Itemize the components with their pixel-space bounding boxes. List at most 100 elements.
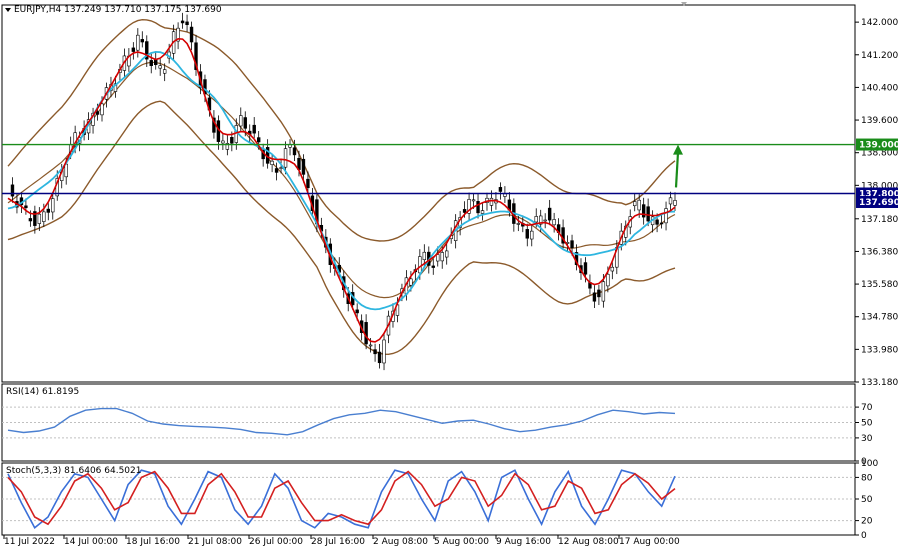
candle-body (525, 229, 529, 239)
stoch-axis-label: 80 (861, 473, 873, 483)
candle-body (10, 184, 15, 197)
price-axis-label: 135.580 (861, 280, 898, 290)
candle-body (95, 111, 100, 115)
stoch-signal-line (7, 470, 676, 526)
rsi-axis-label: 30 (861, 434, 873, 444)
candle-body (592, 292, 597, 302)
candle-body (33, 211, 37, 226)
candle-body (637, 199, 641, 211)
candle-body (547, 207, 552, 221)
candle-body (189, 26, 194, 43)
candle-body (431, 265, 435, 268)
candle-body (583, 262, 588, 275)
symbol-dropdown-icon[interactable] (5, 8, 11, 12)
rsi-title: RSI(14) 61.8195 (6, 387, 79, 397)
stochastic-pane[interactable] (1, 462, 856, 536)
candle-body (489, 197, 494, 206)
candle-body (668, 197, 673, 205)
candle-body (100, 103, 104, 116)
candle-body (539, 215, 543, 225)
bollinger-lower-band (7, 100, 676, 356)
candle-body (655, 219, 659, 225)
rsi-axis-label: 70 (861, 403, 873, 413)
rsi-axis-label: 50 (861, 419, 873, 429)
candle-body (440, 252, 444, 262)
time-axis-label: 28 Jul 16:00 (311, 537, 365, 547)
candle-body (498, 187, 503, 192)
candle-body (480, 210, 485, 214)
price-axis-label: 134.780 (861, 313, 898, 323)
candle-body (436, 254, 440, 262)
candle-body (28, 218, 33, 222)
candle-body (131, 47, 136, 52)
stoch-main-line (7, 469, 676, 530)
price-axis-label: 137.180 (861, 215, 898, 225)
forecast-arrow-shaft (674, 152, 680, 188)
candle-body (252, 124, 256, 134)
candle-body (606, 273, 610, 287)
candle-body (239, 115, 243, 127)
time-axis-label: 5 Aug 00:00 (434, 537, 489, 547)
rsi-pane[interactable] (1, 383, 856, 462)
price-axis-label: 141.200 (861, 51, 898, 61)
time-axis-label: 26 Jul 00:00 (249, 537, 303, 547)
candle-body (543, 219, 547, 222)
candle-body (659, 222, 664, 225)
price-axis-label: 138.000 (861, 181, 898, 191)
stoch-axis-label: 0 (861, 531, 867, 541)
price-axis-label: 133.980 (861, 345, 898, 355)
candle-body (194, 42, 198, 70)
bollinger-upper-band (7, 18, 676, 242)
candle-body (149, 60, 153, 66)
candle-body (530, 230, 534, 240)
candle-body (243, 117, 247, 129)
chart-title: EURJPY,H4 137.249 137.710 137.175 137.69… (14, 5, 222, 15)
time-axis-label: 12 Aug 08:00 (558, 537, 619, 547)
forecast-arrow-icon (673, 144, 683, 155)
candle-body (610, 266, 615, 272)
candle-body (409, 278, 413, 286)
candle-body (46, 208, 50, 213)
candle-body (230, 137, 234, 144)
candle-body (64, 163, 68, 178)
candle-body (641, 204, 646, 218)
moving-average-blue (7, 50, 676, 311)
candle-body (162, 69, 167, 74)
bollinger-middle-band (7, 61, 676, 299)
candle-body (51, 198, 55, 213)
candle-body (467, 199, 471, 214)
candle-body (145, 41, 149, 60)
level-price-tag (856, 138, 898, 151)
price-axis-label: 140.400 (861, 83, 898, 93)
stoch-axis-label: 50 (861, 495, 873, 505)
moving-average-red (7, 37, 676, 343)
price-axis-label: 138.800 (861, 149, 898, 159)
price-axis-label: 142.000 (861, 18, 898, 28)
time-axis-label: 18 Jul 16:00 (126, 537, 180, 547)
candle-body (471, 199, 476, 202)
time-axis-label: 9 Aug 16:00 (496, 537, 551, 547)
candle-body (570, 240, 574, 248)
time-axis-label: 17 Aug 00:00 (619, 537, 680, 547)
candle-body (113, 83, 118, 92)
candle-body (382, 339, 386, 364)
candle-body (377, 351, 382, 364)
candle-body (444, 250, 449, 258)
level-price-tag (856, 195, 898, 208)
price-axis-label: 133.180 (861, 378, 898, 388)
stoch-title: Stoch(5,3,3) 81.6406 64.5021 (6, 466, 141, 476)
time-axis-label: 2 Aug 08:00 (373, 537, 428, 547)
level-price-label: 139.000 (859, 141, 900, 151)
candle-body (534, 216, 538, 223)
candle-body (37, 213, 42, 224)
candle-body (136, 34, 140, 51)
candle-body (664, 208, 668, 224)
candle-body (422, 251, 427, 261)
candle-body (355, 309, 359, 314)
candle-body (601, 281, 606, 302)
candle-body (368, 344, 373, 347)
candle-body (185, 21, 189, 26)
candle-body (552, 219, 556, 226)
